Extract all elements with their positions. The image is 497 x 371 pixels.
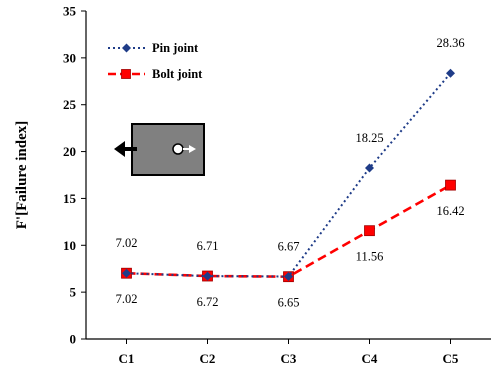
data-label-pin: 6.67 xyxy=(278,239,300,253)
y-tick-label: 0 xyxy=(70,332,77,347)
legend-item-pin: Pin joint xyxy=(108,41,199,55)
y-tick-label: 15 xyxy=(63,191,77,206)
data-label-pin: 6.71 xyxy=(197,239,219,253)
data-point-pin xyxy=(446,68,455,78)
data-point-pin xyxy=(122,268,131,278)
legend-item-bolt: Bolt joint xyxy=(108,67,203,81)
y-axis-title: F'[Failure index] xyxy=(14,121,30,229)
data-label-pin: 28.36 xyxy=(436,36,464,50)
x-tick-label: C5 xyxy=(443,351,459,366)
y-tick-label: 25 xyxy=(63,97,77,112)
data-point-pin xyxy=(203,271,212,281)
data-label-bolt: 6.65 xyxy=(278,296,300,310)
y-tick-label: 20 xyxy=(63,144,76,159)
data-point-bolt xyxy=(445,179,456,191)
right-arrow-icon xyxy=(189,145,196,153)
x-tick-label: C1 xyxy=(119,351,135,366)
data-labels: 7.02 6.71 6.67 18.25 28.36 7.02 6.72 6.65 11.56 1… xyxy=(116,36,465,309)
legend-label-pin: Pin joint xyxy=(152,41,199,55)
data-point-pin xyxy=(365,163,374,173)
legend-marker-diamond-icon xyxy=(122,43,131,53)
series-line-bolt xyxy=(126,183,452,278)
legend-marker-square-icon xyxy=(121,69,131,79)
data-label-bolt: 7.02 xyxy=(116,292,138,306)
y-axis-ticks: 0 5 10 15 20 25 30 35 xyxy=(63,4,86,347)
legend: Pin joint Bolt joint xyxy=(108,41,203,81)
y-tick-label: 35 xyxy=(63,4,77,19)
data-label-bolt: 11.56 xyxy=(356,250,384,264)
legend-label-bolt: Bolt joint xyxy=(152,67,203,81)
data-label-bolt: 6.72 xyxy=(197,295,219,309)
data-label-pin: 18.25 xyxy=(355,131,383,145)
data-point-pin xyxy=(284,271,293,281)
data-label-bolt: 16.42 xyxy=(436,204,464,218)
joint-specimen-icon xyxy=(114,123,205,176)
left-arrow-icon xyxy=(114,141,125,157)
x-tick-label: C2 xyxy=(200,351,216,366)
series-layer xyxy=(121,68,456,283)
y-tick-label: 30 xyxy=(63,50,76,65)
y-tick-label: 10 xyxy=(63,238,76,253)
fastener-hole xyxy=(172,143,184,155)
x-tick-label: C4 xyxy=(362,351,378,366)
x-axis-ticks: C1 C2 C3 C4 C5 xyxy=(119,339,459,366)
x-tick-label: C3 xyxy=(281,351,297,366)
y-tick-label: 5 xyxy=(70,285,77,300)
data-point-bolt xyxy=(364,225,375,237)
data-label-pin: 7.02 xyxy=(116,236,138,250)
